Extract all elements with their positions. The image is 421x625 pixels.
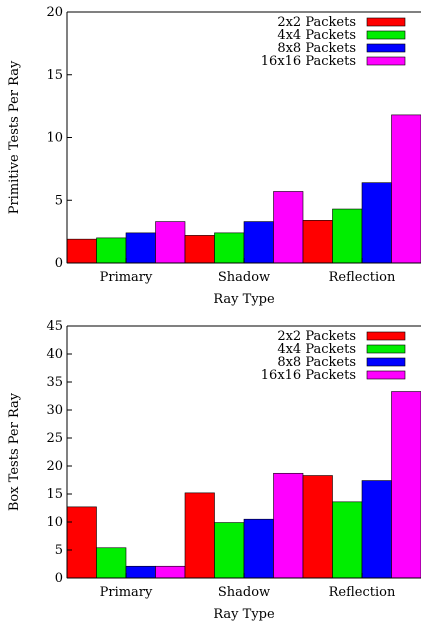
bar-16x16-packets-reflection xyxy=(391,391,421,579)
bar-16x16-packets-primary xyxy=(155,221,186,264)
bar-4x4-packets-primary xyxy=(96,547,127,579)
y-tick-label: 15 xyxy=(46,68,63,83)
legend-swatch xyxy=(366,344,406,354)
y-tick-label: 10 xyxy=(46,131,63,146)
x-tick-label: Shadow xyxy=(218,585,270,600)
x-axis-label: Ray Type xyxy=(213,292,275,307)
legend-label: 8x8 Packets xyxy=(277,41,356,56)
bar-4x4-packets-shadow xyxy=(214,522,245,579)
legend-swatch xyxy=(366,370,406,380)
bar-4x4-packets-reflection xyxy=(332,208,363,264)
x-tick-label: Primary xyxy=(100,585,153,600)
box-tests-chart: 0 5 10 15 20 25 30 35 40 45 Primary Shadow Reflectio… xyxy=(7,319,421,622)
y-tick-label: 0 xyxy=(55,256,63,271)
bar-2x2-packets-primary xyxy=(66,506,97,579)
y-tick-label: 15 xyxy=(46,487,63,502)
bar-16x16-packets-reflection xyxy=(391,114,421,264)
bar-16x16-packets-shadow xyxy=(273,472,304,579)
bar-2x2-packets-reflection xyxy=(302,220,333,264)
legend-label: 4x4 Packets xyxy=(277,28,356,43)
x-tick-label: Shadow xyxy=(218,270,270,285)
legend-swatch xyxy=(366,17,406,27)
bar-16x16-packets-shadow xyxy=(273,191,304,264)
bar-8x8-packets-shadow xyxy=(243,518,274,579)
x-tick-label: Primary xyxy=(100,270,153,285)
x-tick-label: Reflection xyxy=(329,585,396,600)
bar-2x2-packets-shadow xyxy=(184,492,215,579)
y-tick-label: 20 xyxy=(46,459,63,474)
legend-label: 2x2 Packets xyxy=(277,329,356,344)
bar-8x8-packets-reflection xyxy=(361,182,392,264)
bar-8x8-packets-shadow xyxy=(243,221,274,264)
y-tick-label: 20 xyxy=(46,5,63,20)
bar-8x8-packets-primary xyxy=(125,232,156,264)
legend-label: 16x16 Packets xyxy=(261,54,356,69)
y-tick-label: 45 xyxy=(46,319,63,334)
bar-16x16-packets-primary xyxy=(155,565,186,579)
bar-8x8-packets-primary xyxy=(125,565,156,579)
y-tick-label: 5 xyxy=(55,193,63,208)
y-tick-label: 35 xyxy=(46,375,63,390)
y-axis-label: Primitive Tests Per Ray xyxy=(7,60,22,214)
y-tick-label: 10 xyxy=(46,515,63,530)
legend-swatch xyxy=(366,56,406,66)
bar-4x4-packets-shadow xyxy=(214,232,245,264)
y-axis-label: Box Tests Per Ray xyxy=(7,392,22,511)
primitive-tests-chart: 0 5 10 15 20 Primary Shadow Reflection Ray Type P… xyxy=(7,5,421,307)
y-tick-label: 40 xyxy=(46,347,63,362)
legend-label: 8x8 Packets xyxy=(277,355,356,370)
bar-4x4-packets-reflection xyxy=(332,501,363,579)
legend-swatch xyxy=(366,331,406,341)
y-tick-label: 5 xyxy=(55,543,63,558)
legend-label: 4x4 Packets xyxy=(277,342,356,357)
bar-8x8-packets-reflection xyxy=(361,480,392,579)
bar-2x2-packets-primary xyxy=(66,238,97,264)
legend-label: 2x2 Packets xyxy=(277,15,356,30)
y-tick-label: 30 xyxy=(46,403,63,418)
y-tick-label: 25 xyxy=(46,431,63,446)
x-axis-label: Ray Type xyxy=(213,607,275,622)
bar-2x2-packets-shadow xyxy=(184,235,215,264)
x-tick-label: Reflection xyxy=(329,270,396,285)
bar-4x4-packets-primary xyxy=(96,237,127,264)
y-tick-label: 0 xyxy=(55,571,63,586)
bar-2x2-packets-reflection xyxy=(302,475,333,579)
legend-swatch xyxy=(366,357,406,367)
legend-label: 16x16 Packets xyxy=(261,368,356,383)
legend-swatch xyxy=(366,43,406,53)
legend-swatch xyxy=(366,30,406,40)
